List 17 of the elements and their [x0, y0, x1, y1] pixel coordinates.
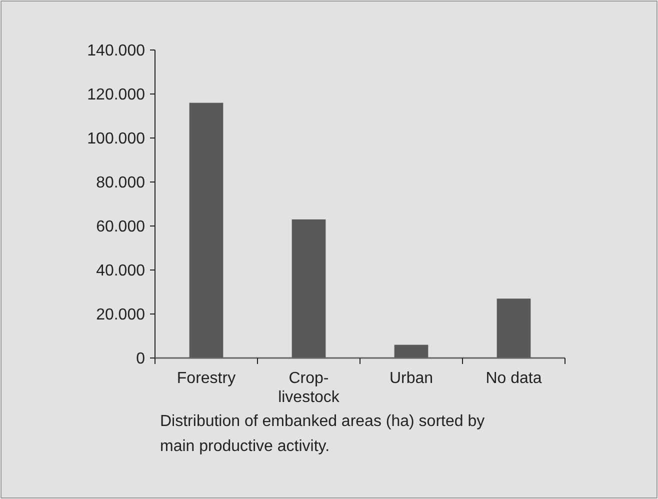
y-tick-label: 0: [136, 350, 146, 368]
x-tick-label: No data: [486, 370, 542, 387]
y-tick-label: 140.000: [87, 42, 146, 60]
y-tick-label: 40.000: [96, 262, 146, 280]
x-tick-label: Forestry: [176, 370, 236, 387]
text: Distribution of embanked areas (ha) sorted by main productive activity.: [160, 413, 485, 455]
y-tick-label: 80.000: [96, 174, 146, 192]
x-tick-label: Urban: [389, 370, 434, 387]
bar: [394, 344, 428, 358]
bar: [292, 219, 326, 358]
y-tick-label: 20.000: [96, 306, 146, 324]
bar: [496, 298, 531, 358]
x-tick-label: Crop- livestock: [278, 370, 340, 406]
y-tick-label: 100.000: [87, 130, 146, 148]
y-tick-label: 60.000: [96, 218, 146, 236]
bar: [189, 102, 224, 358]
y-tick-label: 120.000: [87, 86, 146, 104]
